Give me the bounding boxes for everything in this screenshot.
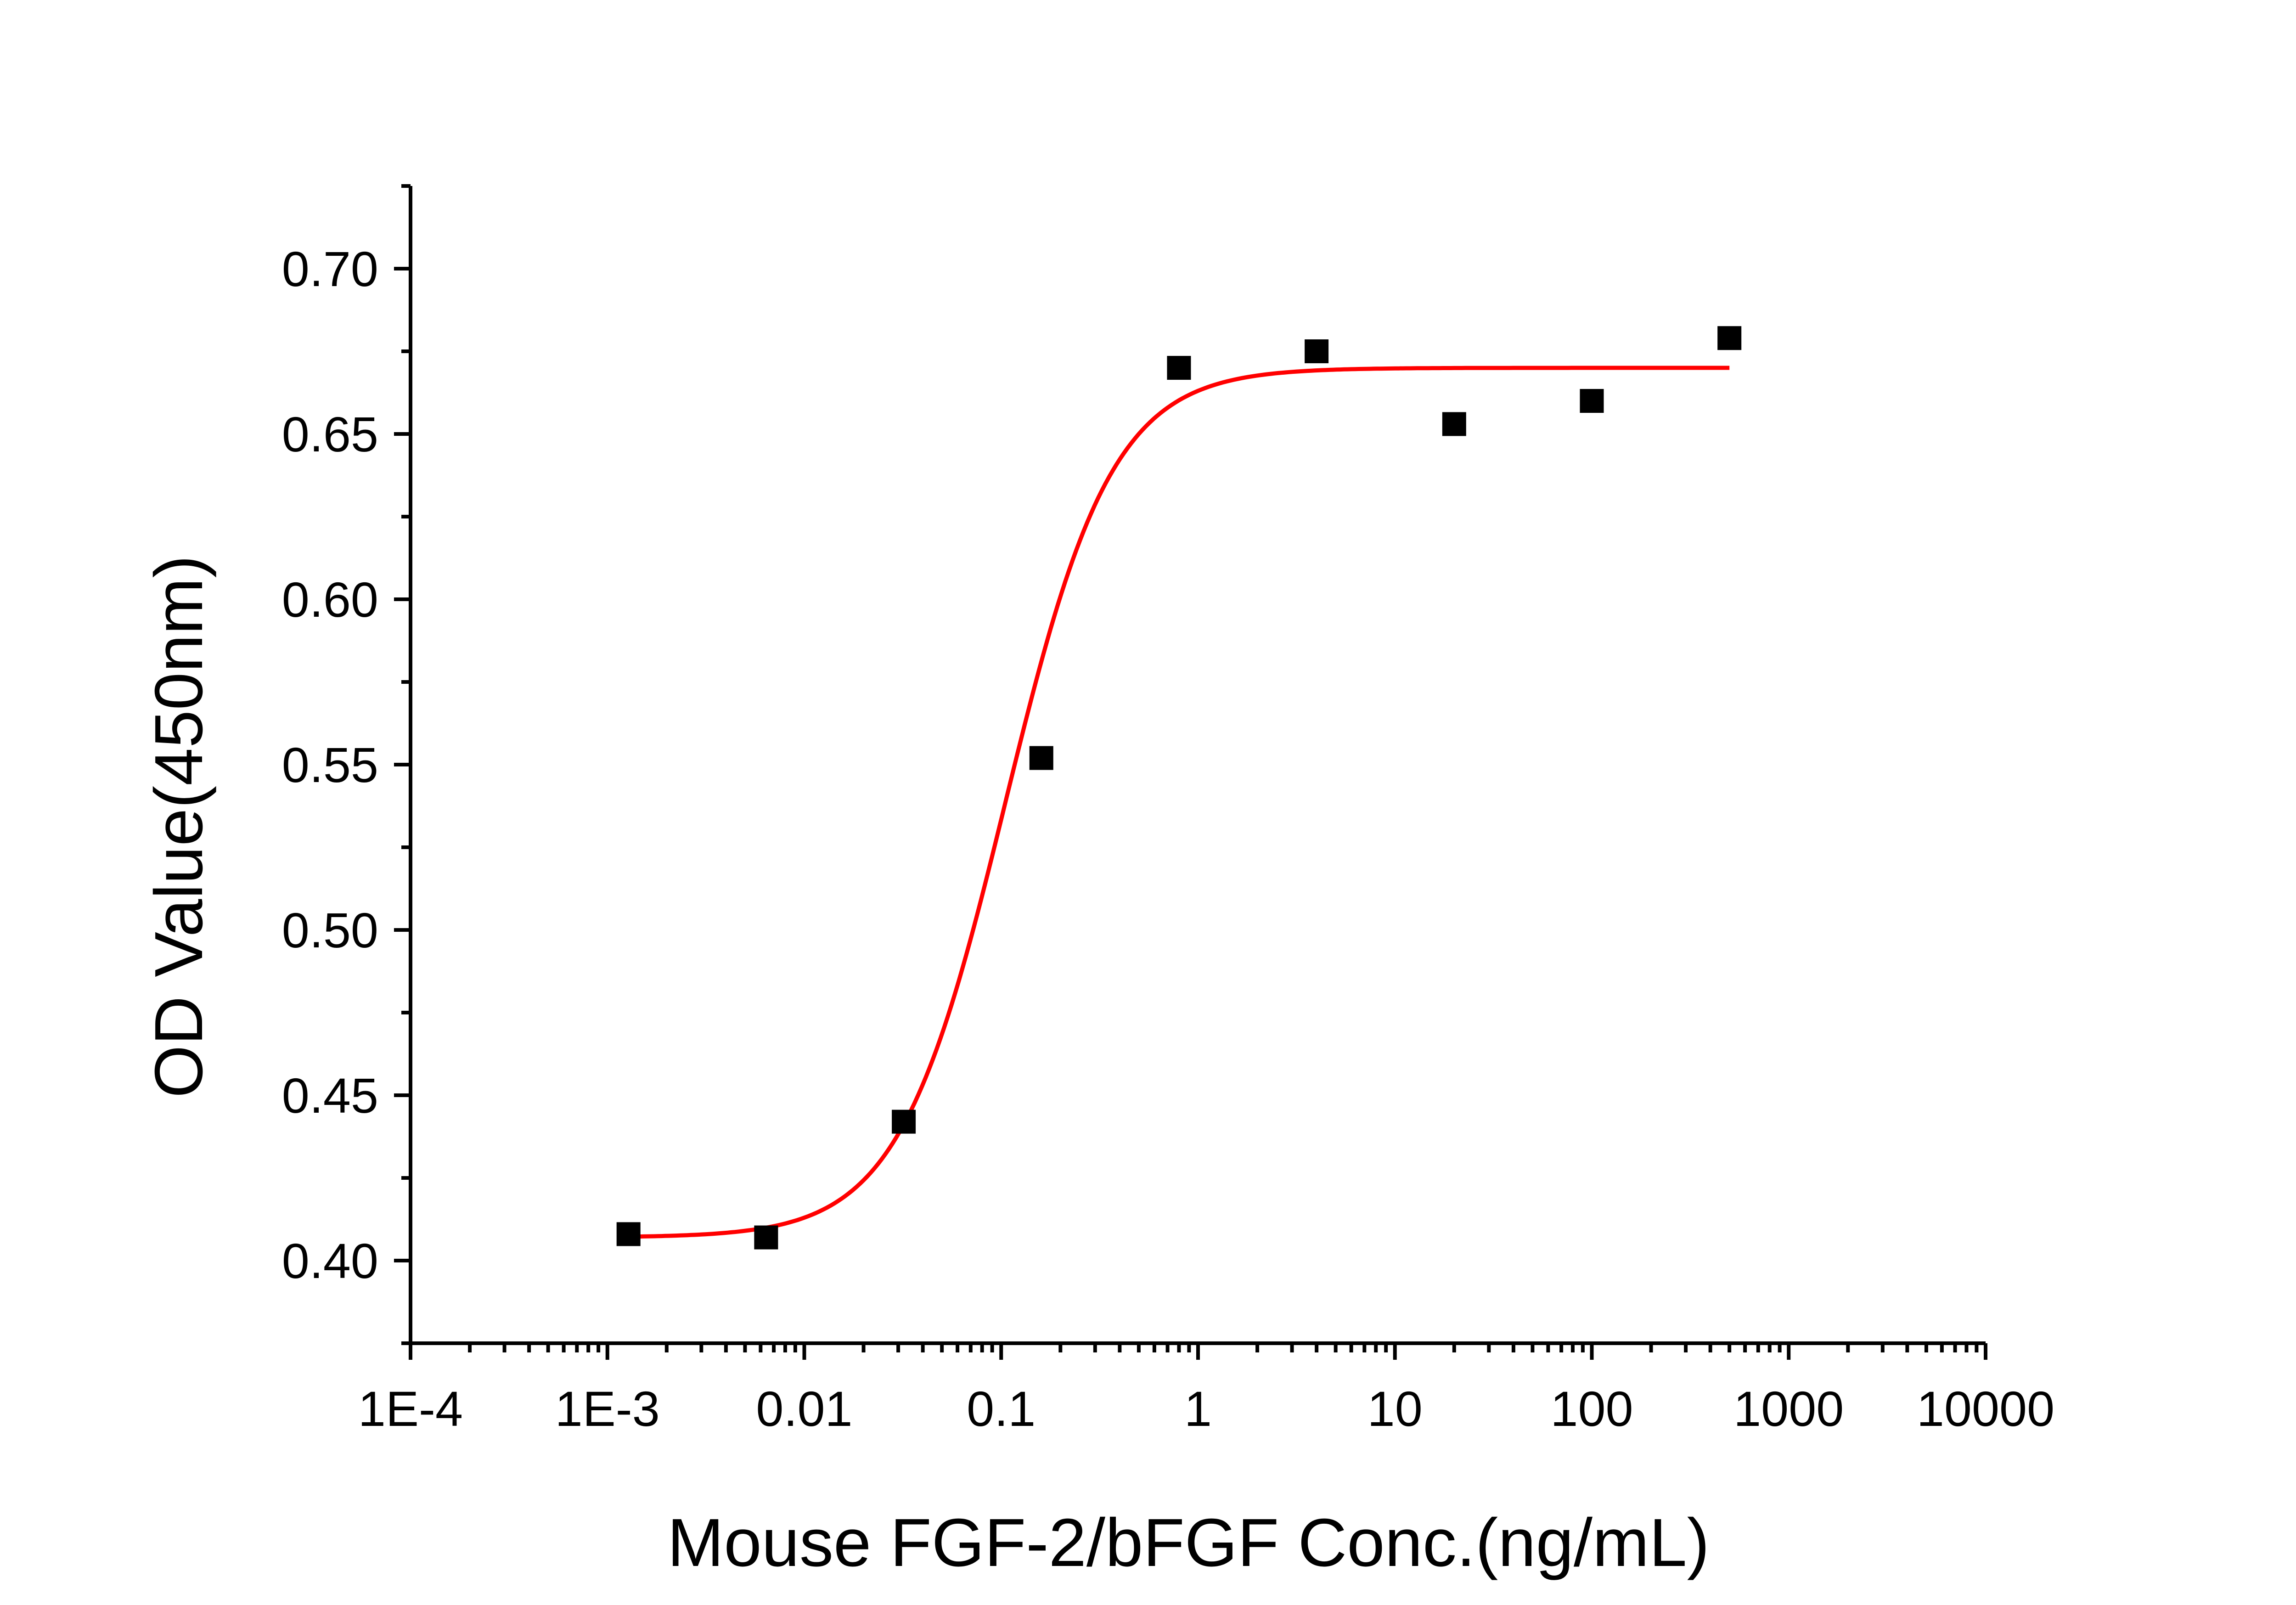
y-tick-label: 0.65 [282, 406, 378, 462]
data-point [1029, 746, 1053, 770]
axes: 0.40 0.45 0.50 0.55 0.60 0.65 0.70 1E-4 1E-3 0.01… [282, 184, 2054, 1436]
x-axis-title: Mouse FGF-2/bFGF Conc.(ng/mL) [667, 1505, 1710, 1581]
y-tick-label: 0.45 [282, 1068, 378, 1123]
y-tick-label: 0.50 [282, 902, 378, 958]
y-tick-label: 0.40 [282, 1233, 378, 1289]
x-tick-label: 0.1 [967, 1381, 1035, 1436]
data-point [1167, 356, 1191, 380]
data-points-layer [616, 326, 1742, 1250]
data-point [1717, 326, 1742, 350]
fit-curve-layer [628, 366, 1730, 1239]
x-tick-label: 1000 [1733, 1381, 1844, 1436]
data-point [1442, 412, 1466, 436]
x-tick-label: 1E-4 [358, 1381, 463, 1436]
x-tick-label: 100 [1550, 1381, 1633, 1436]
x-tick-label: 10000 [1917, 1381, 2054, 1436]
x-tick-label: 10 [1367, 1381, 1423, 1436]
data-point [754, 1225, 778, 1250]
x-tick-label: 1 [1184, 1381, 1212, 1436]
data-point [616, 1222, 641, 1246]
y-axis-title: OD Value(450nm) [141, 555, 217, 1098]
y-tick-label: 0.55 [282, 737, 378, 793]
y-tick-label: 0.60 [282, 572, 378, 627]
data-point [1580, 389, 1604, 413]
fit-curve [628, 366, 1730, 1239]
x-tick-label: 1E-3 [555, 1381, 660, 1436]
y-tick-label: 0.70 [282, 241, 378, 297]
data-point [892, 1109, 916, 1134]
x-tick-label: 0.01 [756, 1381, 852, 1436]
data-point [1305, 339, 1329, 363]
